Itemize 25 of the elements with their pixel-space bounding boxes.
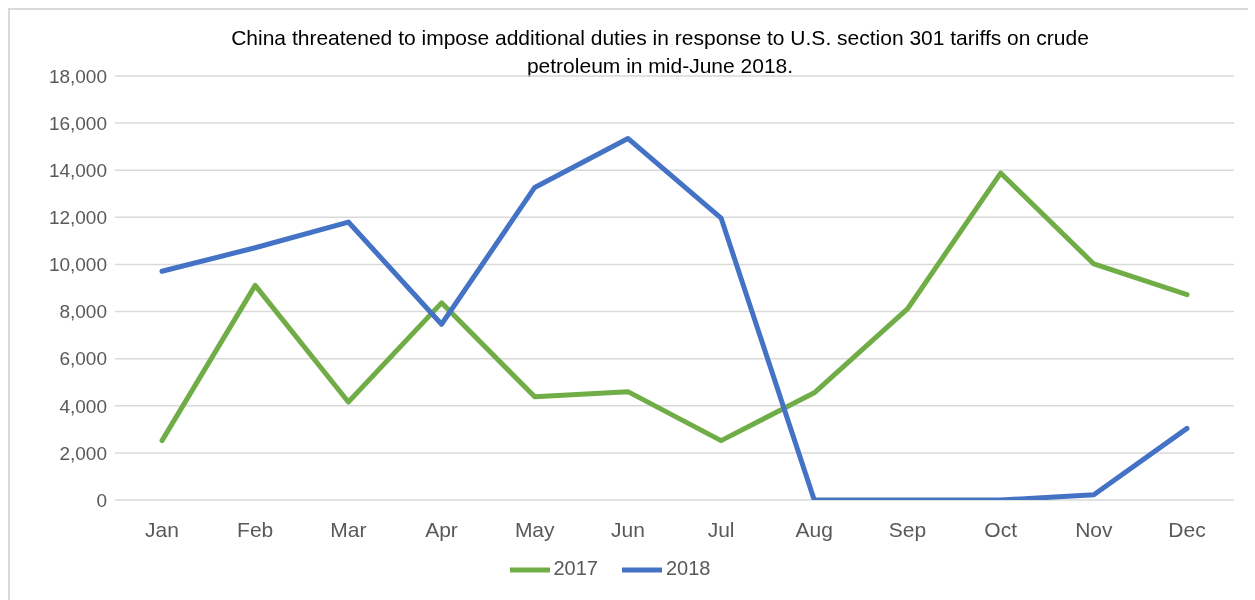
x-tick-label: Apr xyxy=(425,517,458,541)
y-tick-label: 14,000 xyxy=(48,159,107,181)
y-tick-label: 6,000 xyxy=(59,348,107,370)
x-tick-label: Mar xyxy=(330,517,367,541)
y-tick-label: 18,000 xyxy=(48,65,107,87)
y-tick-label: 8,000 xyxy=(59,301,107,323)
x-tick-label: Sep xyxy=(888,517,927,541)
x-tick-label: Dec xyxy=(1168,517,1206,541)
y-tick-label: 2,000 xyxy=(59,442,107,464)
y-tick-label: 16,000 xyxy=(48,112,107,134)
legend-label: 2018 xyxy=(666,557,711,580)
legend-label: 2017 xyxy=(553,557,598,580)
y-tick-label: 4,000 xyxy=(59,395,107,417)
x-tick-label: Jun xyxy=(610,517,645,541)
y-tick-label: 10,000 xyxy=(48,254,107,276)
x-tick-label: Jan xyxy=(145,517,179,541)
y-tick-label: 0 xyxy=(96,489,107,511)
x-tick-label: Oct xyxy=(984,517,1018,541)
x-tick-label: Nov xyxy=(1075,517,1113,541)
y-tick-label: 12,000 xyxy=(48,207,107,229)
chart-title: China threatened to impose additional duties in response to U.S. section 301 tariffs on crude petroleum in mid-June 2018. xyxy=(230,25,1090,79)
x-tick-label: Jul xyxy=(707,517,735,541)
x-tick-label: Feb xyxy=(237,517,274,541)
x-tick-label: May xyxy=(514,517,556,541)
x-tick-label: Aug xyxy=(795,517,833,541)
